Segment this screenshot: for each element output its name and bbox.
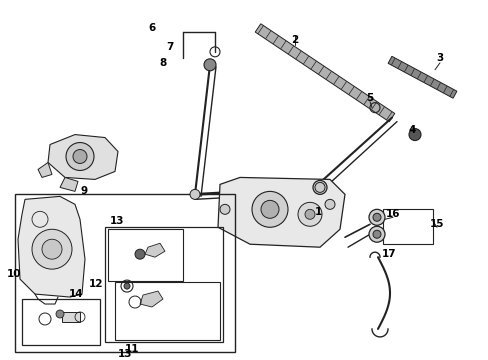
Circle shape (314, 183, 325, 192)
Circle shape (66, 143, 94, 170)
Circle shape (297, 202, 321, 226)
Text: 4: 4 (407, 125, 415, 135)
Circle shape (325, 199, 334, 209)
Circle shape (32, 229, 72, 269)
Text: 10: 10 (7, 269, 21, 279)
Text: 7: 7 (166, 42, 173, 52)
Circle shape (56, 310, 64, 318)
Circle shape (408, 129, 420, 140)
Text: 2: 2 (291, 35, 298, 45)
Text: 9: 9 (80, 186, 87, 197)
Polygon shape (145, 243, 164, 257)
Bar (108, 229, 183, 281)
Text: 14: 14 (68, 289, 83, 299)
Text: 6: 6 (148, 23, 155, 33)
Polygon shape (140, 291, 163, 307)
Circle shape (220, 204, 229, 214)
Circle shape (368, 226, 384, 242)
Circle shape (135, 249, 145, 259)
Polygon shape (48, 135, 118, 179)
Circle shape (368, 209, 384, 225)
Text: 1: 1 (314, 207, 321, 217)
Text: 8: 8 (159, 58, 166, 68)
Text: 5: 5 (366, 93, 373, 103)
Circle shape (312, 180, 326, 194)
Circle shape (372, 230, 380, 238)
Circle shape (261, 201, 279, 218)
Text: 17: 17 (381, 249, 395, 259)
Bar (15, 194, 235, 352)
Circle shape (124, 283, 130, 289)
Circle shape (73, 149, 87, 163)
Text: 13: 13 (109, 216, 124, 226)
Circle shape (305, 209, 314, 219)
Circle shape (316, 184, 323, 190)
Polygon shape (255, 24, 394, 122)
Text: 13: 13 (118, 349, 132, 359)
Bar (22, 299, 100, 345)
Text: 15: 15 (429, 219, 443, 229)
Bar (105, 227, 223, 342)
Text: 12: 12 (88, 279, 103, 289)
Circle shape (190, 189, 200, 199)
Polygon shape (38, 162, 52, 177)
Circle shape (42, 239, 62, 259)
Polygon shape (218, 177, 345, 247)
Circle shape (203, 59, 216, 71)
Text: 3: 3 (435, 53, 443, 63)
Polygon shape (387, 56, 456, 98)
Circle shape (251, 192, 287, 227)
Polygon shape (18, 196, 85, 297)
Circle shape (372, 213, 380, 221)
Polygon shape (60, 177, 78, 192)
Bar (382, 209, 432, 244)
Bar (115, 282, 220, 340)
Text: 11: 11 (124, 344, 139, 354)
Bar (62, 312, 80, 322)
Text: 16: 16 (385, 209, 400, 219)
